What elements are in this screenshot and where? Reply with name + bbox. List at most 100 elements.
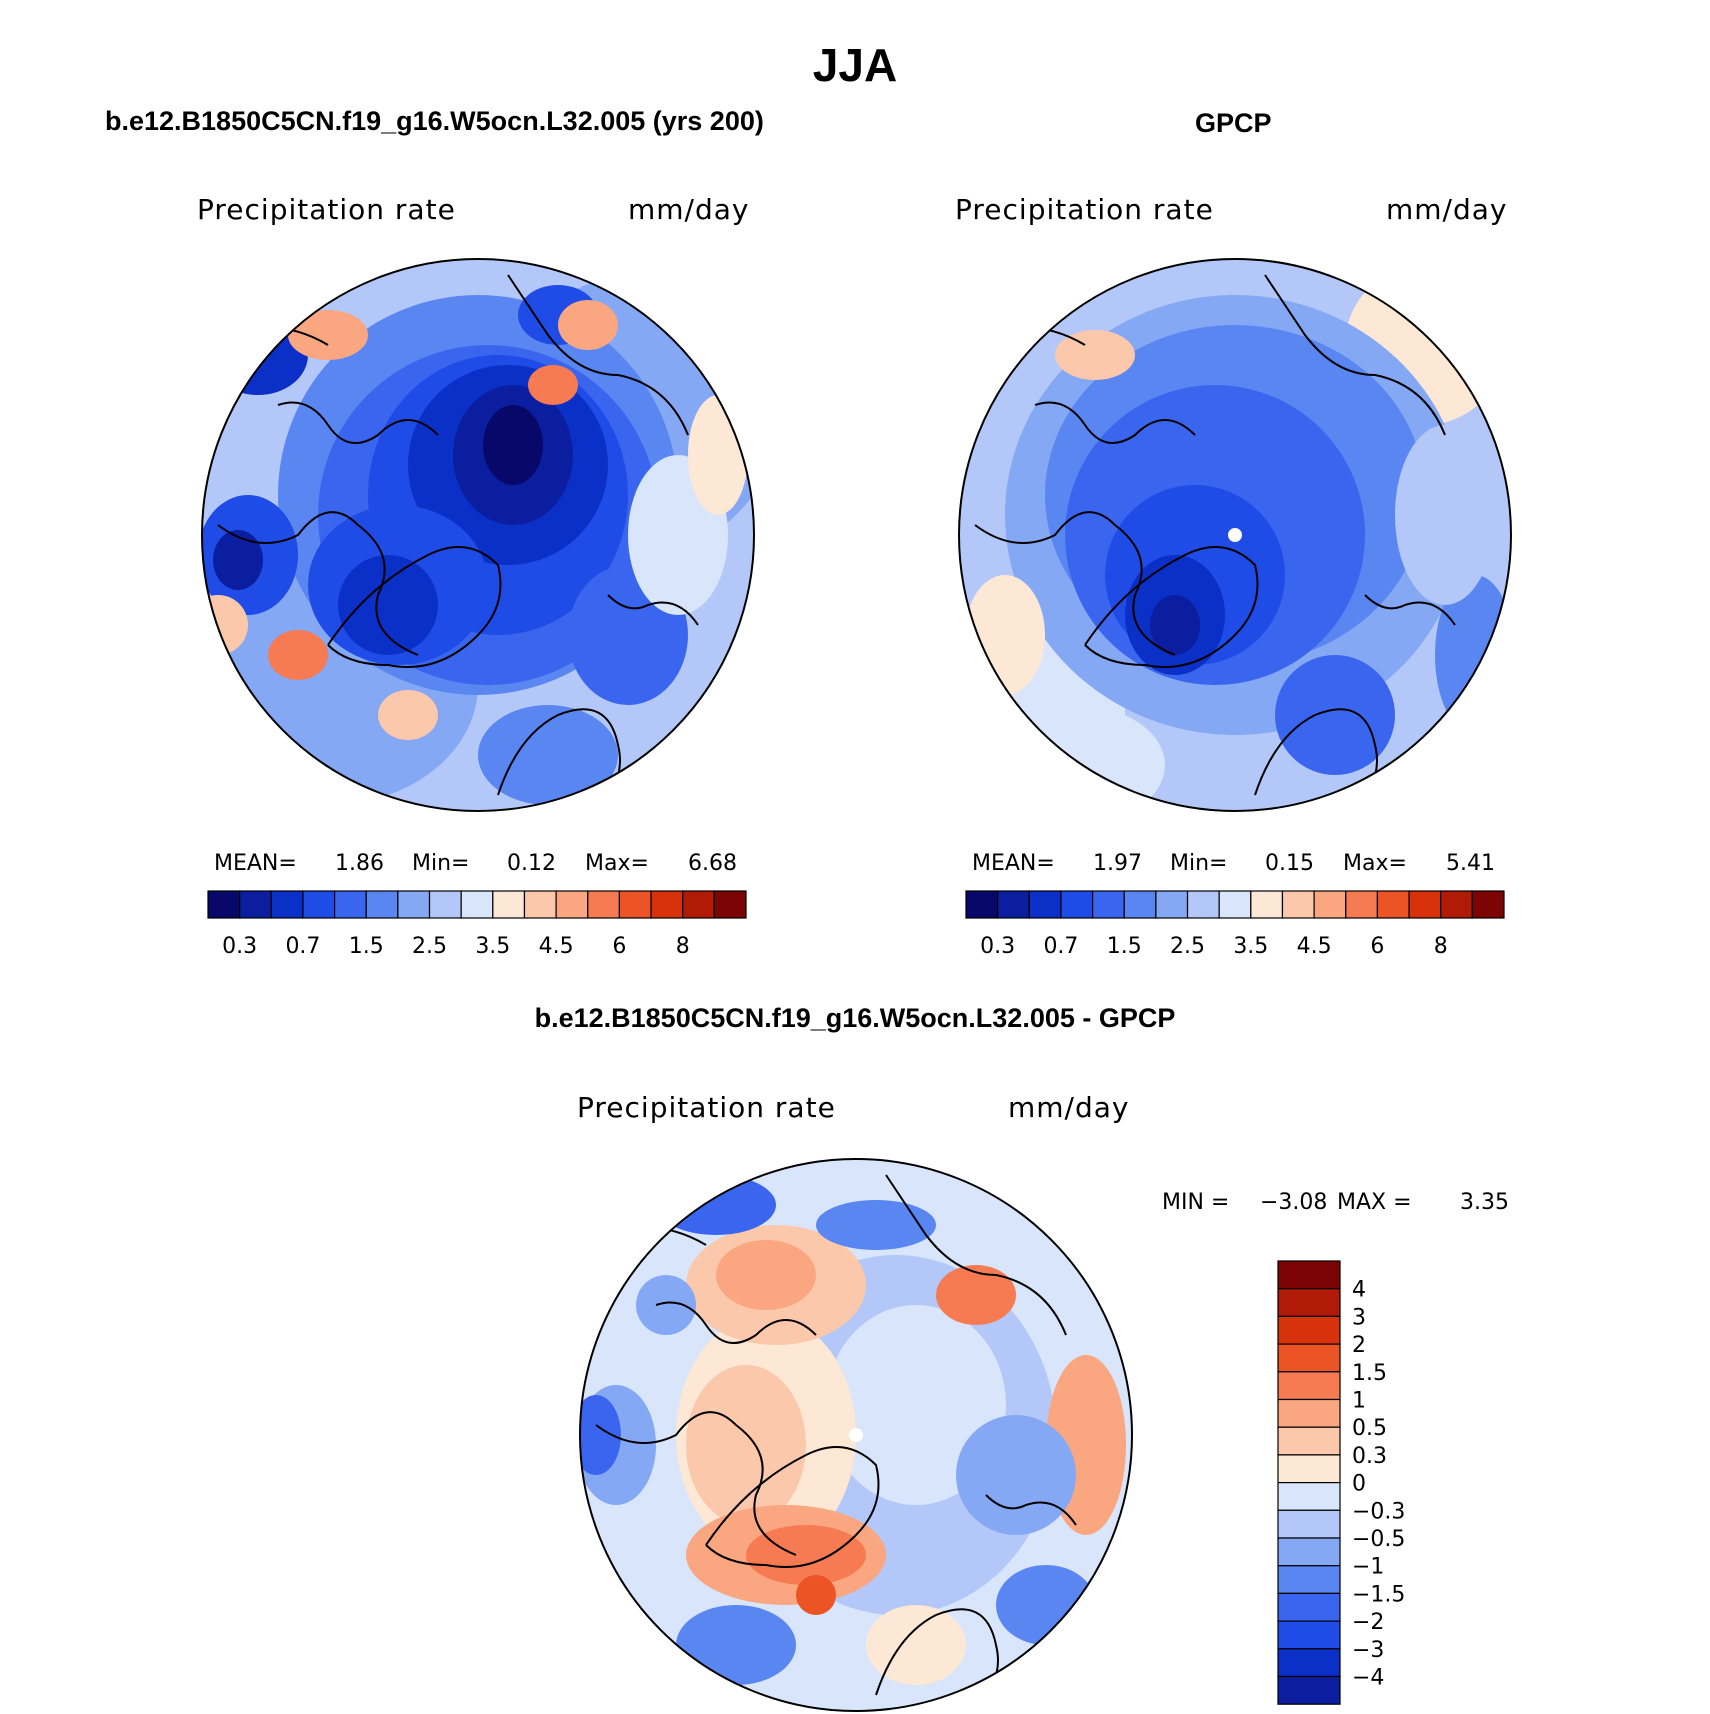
field-contour-8 [483, 405, 543, 485]
map-border [201, 258, 755, 812]
colorbar-box-4 [1091, 890, 1125, 919]
field-contour-24 [558, 300, 618, 350]
colorbar-tick-label-6: 6 [612, 934, 626, 959]
colorbar-box-14 [1408, 890, 1442, 919]
field-contour-8 [1150, 595, 1200, 655]
field-contour-7 [796, 1575, 836, 1615]
colorbar-box-10 [1281, 890, 1315, 919]
colorbar-tick-label-4: 3.5 [475, 934, 510, 959]
field-contour-4 [686, 1365, 806, 1525]
map-border [579, 1158, 1133, 1712]
panel1-variable-label: Precipitation rate [197, 193, 456, 226]
field-contour-6 [746, 1525, 866, 1585]
colorbar-tick-label-7: 8 [676, 934, 690, 959]
panel3-units-label: mm/day [1008, 1091, 1130, 1124]
colorbar-box-10 [1277, 1537, 1341, 1567]
colorbar-box-7 [1186, 890, 1220, 919]
colorbar-box-7 [1277, 1454, 1341, 1484]
colorbar-tick-label-11: −1.5 [1352, 1582, 1405, 1607]
colorbar-tick-label-4: 1 [1352, 1389, 1366, 1414]
colorbar-tick-label-6: 0.3 [1352, 1444, 1387, 1469]
panel1-max-label: Max= [585, 851, 649, 876]
field-contour-23 [378, 690, 438, 740]
colorbar-box-9 [1250, 890, 1284, 919]
colorbar-box-15 [1277, 1675, 1341, 1705]
colorbar-tick-label-5: 4.5 [539, 934, 574, 959]
colorbar-tick-label-1: 3 [1352, 1305, 1366, 1330]
colorbar-box-0 [965, 890, 999, 919]
field-contour-20 [996, 1565, 1096, 1645]
colorbar-box-8 [1277, 1481, 1341, 1511]
colorbar-box-3 [1060, 890, 1094, 919]
panel2-mean-value: 1.97 [1093, 851, 1142, 876]
colorbar-tick-label-7: 0 [1352, 1472, 1366, 1497]
coastline-0 [595, 1411, 797, 1556]
colorbar-box-14 [650, 890, 684, 919]
field-contour-15 [656, 1175, 776, 1235]
colorbar-box-13 [1277, 1620, 1341, 1650]
colorbar-box-1 [997, 890, 1030, 919]
colorbar-tick-label-7: 8 [1434, 934, 1448, 959]
colorbar-box-3 [302, 890, 336, 919]
coastline-2 [1084, 546, 1259, 668]
colorbar-box-12 [1277, 1592, 1341, 1622]
colorbar-box-13 [1376, 890, 1410, 919]
field-contour-16 [956, 1415, 1076, 1535]
colorbar-tick-label-3: 2.5 [412, 934, 447, 959]
panel2-units-label: mm/day [1386, 193, 1508, 226]
map-panel-difference [579, 1158, 1133, 1712]
colorbar-box-0 [207, 890, 241, 919]
panel1-min-value: 0.12 [507, 851, 556, 876]
field-contour-14 [288, 310, 368, 360]
map-panel-gpcp [958, 258, 1512, 812]
colorbar-box-4 [1277, 1371, 1341, 1401]
colorbar-box-2 [1028, 890, 1062, 919]
panel1-mean-value: 1.86 [335, 851, 384, 876]
colorbar-tick-label-0: 4 [1352, 1278, 1366, 1303]
panel1-min-label: Min= [412, 851, 470, 876]
colorbar-box-15 [682, 890, 715, 919]
field-contour-19 [636, 1275, 696, 1335]
panel2-min-label: Min= [1170, 851, 1228, 876]
colorbar-box-11 [1313, 890, 1347, 919]
colorbar-box-2 [270, 890, 304, 919]
colorbar-box-6 [397, 890, 431, 919]
panel1-units-label: mm/day [628, 193, 750, 226]
coastline-1 [277, 401, 439, 444]
coastline-2 [327, 546, 502, 668]
panel3-max-value: 3.35 [1460, 1190, 1509, 1215]
colorbar-tick-label-12: −2 [1352, 1610, 1384, 1635]
main-title: JJA [812, 39, 898, 91]
colorbar-tick-label-14: −4 [1352, 1666, 1384, 1691]
field-contour-17 [268, 630, 328, 680]
colorbar-box-14 [1277, 1648, 1341, 1678]
coastline-5 [1364, 594, 1456, 626]
colorbar-box-6 [1277, 1426, 1341, 1456]
colorbar-tick-label-1: 0.7 [285, 934, 320, 959]
pole-marker [849, 1428, 863, 1442]
colorbar-tick-label-9: −0.5 [1352, 1527, 1405, 1552]
colorbar-difference: 43 2 1.5 10.5 0.3 0−0.3 −0.5 −1−1.5 −2 −3 −4 [1277, 1260, 1405, 1705]
coastline-1 [655, 1301, 817, 1344]
colorbar-tick-label-3: 2.5 [1170, 934, 1205, 959]
colorbar-box-1 [239, 890, 272, 919]
colorbar-tick-label-5: 0.5 [1352, 1416, 1387, 1441]
coastline-4 [885, 1174, 1067, 1336]
colorbar-tick-label-4: 3.5 [1233, 934, 1268, 959]
colorbar-tick-label-13: −3 [1352, 1638, 1384, 1663]
field-contour-13 [580, 1395, 621, 1475]
panel3-min-value: −3.08 [1260, 1190, 1328, 1215]
colorbar-box-5 [1123, 890, 1157, 919]
coastline-5 [607, 594, 699, 626]
colorbar-box-10 [523, 890, 557, 919]
colorbar-box-12 [1345, 890, 1379, 919]
coastline-5 [985, 1494, 1077, 1526]
colorbar-box-9 [492, 890, 526, 919]
colorbar-tick-label-0: 0.3 [222, 934, 257, 959]
colorbar-box-2 [1277, 1315, 1341, 1345]
panel1-mean-label: MEAN= [214, 851, 297, 876]
coastline-0 [217, 511, 419, 656]
colorbar-tick-label-10: −1 [1352, 1555, 1384, 1580]
field-contour-22 [688, 395, 748, 515]
panel3-min-label: MIN = [1162, 1190, 1230, 1215]
